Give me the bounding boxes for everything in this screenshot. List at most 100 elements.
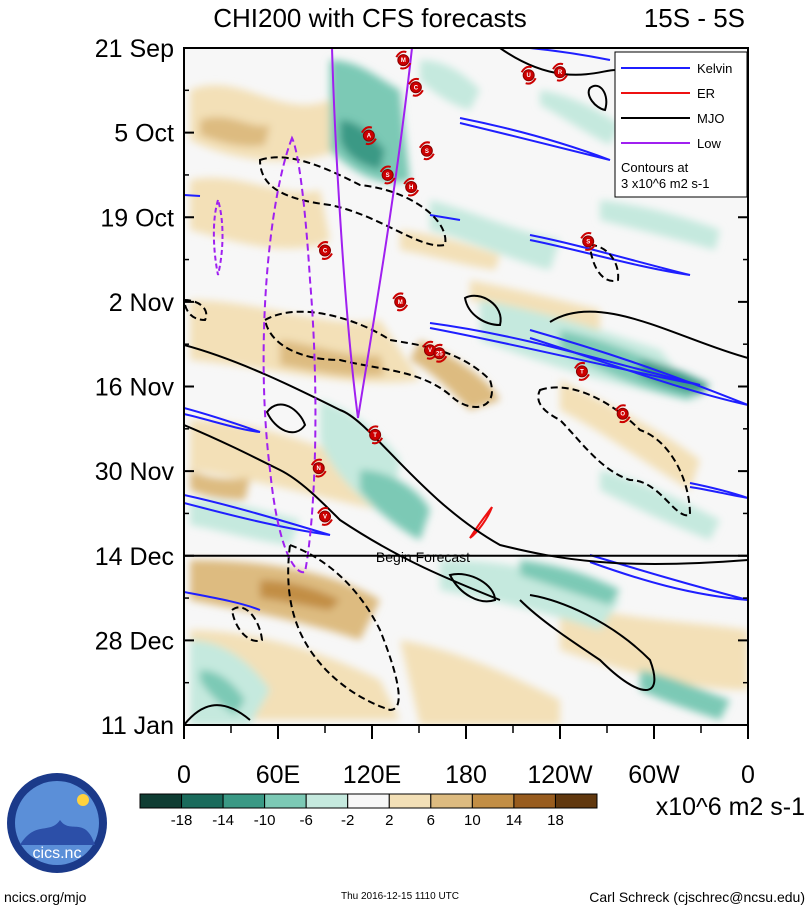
hurricane-icon bbox=[395, 50, 412, 70]
y-tick-label: 19 Oct bbox=[100, 204, 174, 232]
x-tick-label: 0 bbox=[177, 761, 191, 789]
colorbar-tick-label: -10 bbox=[254, 812, 276, 829]
low-contours bbox=[212, 48, 413, 574]
storm-label: C bbox=[323, 248, 328, 254]
legend: Kelvin ER MJO Low Contours at 3 x10^6 m2 s-… bbox=[614, 51, 748, 198]
y-tick-label: 30 Nov bbox=[95, 458, 175, 486]
hurricane-icon bbox=[574, 361, 590, 381]
storm-dot bbox=[616, 407, 629, 420]
legend-label: ER bbox=[697, 86, 715, 101]
storm-label: S bbox=[425, 149, 429, 155]
colorbar-box bbox=[388, 793, 432, 809]
storm-marker: R bbox=[552, 62, 568, 82]
storm-dot bbox=[575, 365, 588, 378]
legend-note-line-1: Contours at bbox=[621, 160, 689, 175]
storm-dot bbox=[369, 428, 382, 441]
x-axis: 0 60E 120E 180 120W 60W 0 bbox=[177, 725, 755, 789]
hurricane-icon bbox=[418, 141, 435, 161]
storm-marker: 25 bbox=[431, 343, 448, 363]
colorbar-box bbox=[264, 793, 307, 809]
storm-marker: U bbox=[520, 65, 537, 85]
y-tick-label: 16 Nov bbox=[95, 374, 175, 402]
x-tick-label: 120E bbox=[343, 761, 401, 789]
storm-dot bbox=[420, 144, 433, 157]
hurricane-icon bbox=[614, 404, 631, 424]
colorbar-tick-label: 14 bbox=[506, 812, 523, 829]
colorbar-box bbox=[305, 793, 349, 809]
y-tick-label: 28 Dec bbox=[95, 627, 174, 655]
footer-center: Thu 2016-12-15 1110 UTC bbox=[341, 891, 459, 902]
storm-dot bbox=[394, 295, 407, 308]
storm-label: M bbox=[398, 300, 403, 306]
storm-markers: M C U R A S S H S C M V 25 T O T N V bbox=[310, 50, 631, 526]
x-tick-label: 60E bbox=[256, 761, 300, 789]
hurricane-icon bbox=[403, 177, 420, 197]
storm-label: A bbox=[367, 134, 372, 140]
legend-label: Kelvin bbox=[697, 61, 732, 76]
colorbar-box bbox=[347, 793, 390, 809]
storm-marker: T bbox=[367, 425, 384, 445]
footer-right: Carl Schreck (cjschrec@ncsu.edu) bbox=[589, 889, 805, 905]
storm-dot bbox=[433, 347, 446, 360]
sun-icon bbox=[77, 794, 89, 806]
legend-label: MJO bbox=[697, 111, 724, 126]
y-tick-label: 2 Nov bbox=[109, 289, 175, 317]
storm-marker: S bbox=[379, 165, 396, 185]
region-label: 15S - 5S bbox=[644, 3, 745, 33]
storm-marker: C bbox=[407, 77, 424, 97]
storm-dot bbox=[319, 244, 331, 257]
hurricane-icon bbox=[360, 126, 377, 146]
storm-dot bbox=[409, 81, 422, 94]
y-tick-label: 14 Dec bbox=[95, 543, 174, 571]
y-tick-label: 21 Sep bbox=[95, 35, 174, 63]
storm-label: T bbox=[580, 369, 584, 375]
x-tick-label: 180 bbox=[445, 761, 487, 789]
hurricane-icon bbox=[310, 458, 327, 478]
colorbar-box bbox=[430, 793, 473, 809]
hurricane-icon bbox=[552, 62, 568, 82]
storm-marker: S bbox=[418, 141, 435, 161]
cics-logo: cics.nc bbox=[7, 773, 107, 873]
colorbar-box bbox=[471, 793, 515, 809]
storm-dot bbox=[362, 129, 375, 142]
hurricane-icon bbox=[431, 343, 448, 363]
storm-label: S bbox=[386, 173, 390, 179]
colorbar-box bbox=[222, 793, 266, 809]
colorbar-tick-label: 2 bbox=[385, 812, 393, 829]
mjo-contours-solid bbox=[184, 48, 748, 725]
storm-marker: A bbox=[360, 126, 377, 146]
storm-label: R bbox=[558, 70, 563, 76]
storm-dot bbox=[319, 510, 331, 523]
colorbar-tick-label: -2 bbox=[341, 812, 354, 829]
colorbar-box bbox=[139, 793, 183, 809]
footer-left: ncics.org/mjo bbox=[4, 889, 87, 905]
storm-label: C bbox=[414, 85, 419, 91]
colorbar-units: x10^6 m2 s-1 bbox=[656, 793, 805, 821]
colorbar-tick-label: -18 bbox=[171, 812, 193, 829]
legend-label: Low bbox=[697, 136, 721, 151]
storm-label: V bbox=[428, 348, 432, 354]
storm-marker: T bbox=[574, 361, 590, 381]
storm-marker: V bbox=[317, 507, 333, 526]
colorbar-box bbox=[181, 793, 224, 809]
storm-label: N bbox=[317, 466, 321, 472]
storm-label: H bbox=[409, 185, 413, 191]
storm-marker: O bbox=[614, 404, 631, 424]
logo-text: cics.nc bbox=[33, 845, 82, 862]
hurricane-icon bbox=[580, 231, 597, 251]
forecast-label: Begin Forecast bbox=[376, 549, 470, 565]
hurricane-icon bbox=[379, 165, 396, 185]
chart-title: CHI200 with CFS forecasts bbox=[213, 3, 527, 33]
storm-marker: N bbox=[310, 458, 327, 478]
legend-note-line-2: 3 x10^6 m2 s-1 bbox=[621, 176, 709, 191]
storm-marker: C bbox=[317, 241, 333, 260]
y-axis: 21 Sep 5 Oct 19 Oct 2 Nov 16 Nov 30 Nov 14 Dec… bbox=[95, 35, 748, 740]
kelvin-contours bbox=[184, 48, 748, 611]
colorbar: -18 -14 -10 -6 -2 2 6 10 14 18 bbox=[139, 793, 598, 829]
storm-dot bbox=[405, 181, 418, 194]
hurricane-icon bbox=[317, 241, 333, 260]
storm-dot bbox=[582, 235, 595, 248]
storm-marker: M bbox=[392, 292, 409, 312]
colorbar-tick-label: 6 bbox=[427, 812, 435, 829]
